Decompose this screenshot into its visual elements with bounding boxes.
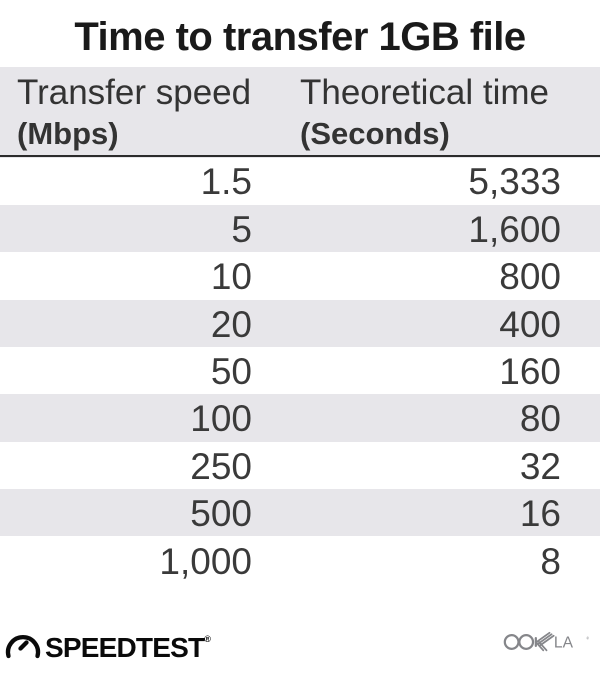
svg-text:®: ® xyxy=(586,637,589,641)
svg-text:LA: LA xyxy=(554,634,574,651)
